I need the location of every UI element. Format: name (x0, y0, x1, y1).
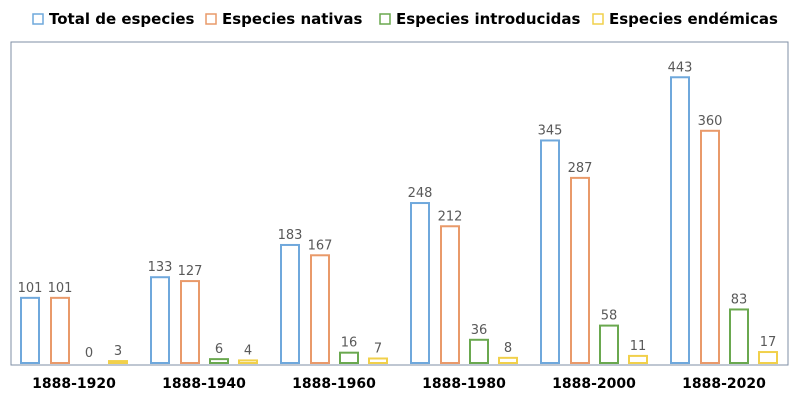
legend: Total de especies Especies nativas Especie… (32, 10, 778, 28)
bar-total-de-especies-1888-1940 (150, 276, 170, 364)
value-label-especies-introducidas-1888-2020: 83 (731, 292, 748, 307)
category-labels-layer: 1888-1920 1888-1940 1888-1960 1888-1980 1888… (32, 376, 766, 392)
value-label-especies-nativas-1888-1920: 101 (48, 281, 73, 296)
bar-total-de-especies-1888-1980 (410, 202, 430, 364)
bar-total-de-especies-1888-2020 (670, 76, 690, 364)
bar-especies-nativas-1888-1960 (310, 254, 330, 364)
category-label-1888-2020: 1888-2020 (682, 376, 766, 392)
value-label-total-de-especies-1888-1920: 101 (18, 281, 43, 296)
bar-total-de-especies-1888-1960 (280, 243, 300, 364)
bar-especies-endemicas-1888-1980 (498, 356, 518, 364)
bar-especies-nativas-1888-2000 (570, 176, 590, 364)
category-label-1888-1980: 1888-1980 (422, 376, 506, 392)
category-label-1888-1940: 1888-1940 (162, 376, 246, 392)
bar-especies-nativas-1888-2020 (700, 129, 720, 364)
value-label-total-de-especies-1888-1940: 133 (148, 260, 173, 275)
value-label-especies-introducidas-1888-2000: 58 (601, 309, 618, 324)
value-label-total-de-especies-1888-2020: 443 (668, 60, 693, 75)
value-label-especies-nativas-1888-2020: 360 (698, 114, 723, 129)
bar-total-de-especies-1888-1920 (20, 296, 40, 365)
bars-layer (20, 76, 778, 365)
value-label-especies-introducidas-1888-1940: 6 (215, 342, 223, 357)
legend-swatch-total-de-especies (32, 13, 44, 25)
value-label-especies-endemicas-1888-1960: 7 (374, 341, 382, 356)
value-label-total-de-especies-1888-2000: 345 (538, 123, 563, 138)
legend-label-especies-nativas: Especies nativas (222, 10, 362, 28)
bar-especies-endemicas-1888-1960 (368, 357, 388, 364)
bar-especies-introducidas-1888-1940 (209, 358, 229, 365)
value-label-especies-nativas-1888-1960: 167 (308, 238, 333, 253)
value-label-especies-introducidas-1888-1920: 0 (85, 346, 93, 361)
legend-swatch-especies-introducidas (379, 13, 391, 25)
bar-especies-introducidas-1888-1960 (339, 351, 359, 364)
value-label-especies-nativas-1888-2000: 287 (568, 161, 593, 176)
category-label-1888-1920: 1888-1920 (32, 376, 116, 392)
bar-especies-introducidas-1888-2020 (729, 308, 749, 364)
value-label-total-de-especies-1888-1980: 248 (408, 186, 433, 201)
bar-especies-nativas-1888-1940 (180, 280, 200, 364)
value-label-especies-endemicas-1888-1920: 3 (114, 344, 122, 359)
legend-label-especies-endemicas: Especies endémicas (609, 10, 778, 28)
value-label-especies-endemicas-1888-2000: 11 (630, 339, 647, 354)
bar-especies-endemicas-1888-1920 (108, 360, 128, 365)
legend-label-total-de-especies: Total de especies (49, 10, 195, 28)
bar-especies-nativas-1888-1920 (50, 296, 70, 365)
bar-especies-endemicas-1888-1940 (238, 359, 258, 365)
value-label-especies-nativas-1888-1940: 127 (178, 264, 203, 279)
legend-swatch-especies-endemicas (592, 13, 604, 25)
value-label-total-de-especies-1888-1960: 183 (278, 228, 303, 243)
category-label-1888-2000: 1888-2000 (552, 376, 636, 392)
value-label-especies-introducidas-1888-1980: 36 (471, 323, 488, 338)
legend-label-especies-introducidas: Especies introducidas (396, 10, 580, 28)
bar-especies-endemicas-1888-2020 (758, 351, 778, 365)
bar-especies-introducidas-1888-1980 (469, 338, 489, 364)
value-label-especies-endemicas-1888-1940: 4 (244, 343, 252, 358)
value-label-especies-endemicas-1888-2020: 17 (760, 335, 777, 350)
value-label-especies-endemicas-1888-1980: 8 (504, 341, 512, 356)
value-label-especies-introducidas-1888-1960: 16 (341, 336, 358, 351)
bar-total-de-especies-1888-2000 (540, 139, 560, 364)
category-label-1888-1960: 1888-1960 (292, 376, 376, 392)
plot-frame (10, 41, 789, 366)
bar-especies-introducidas-1888-2000 (599, 324, 619, 364)
legend-swatch-especies-nativas (205, 13, 217, 25)
bar-especies-nativas-1888-1980 (440, 225, 460, 364)
bar-especies-endemicas-1888-2000 (628, 354, 648, 364)
value-label-especies-nativas-1888-1980: 212 (438, 209, 463, 224)
